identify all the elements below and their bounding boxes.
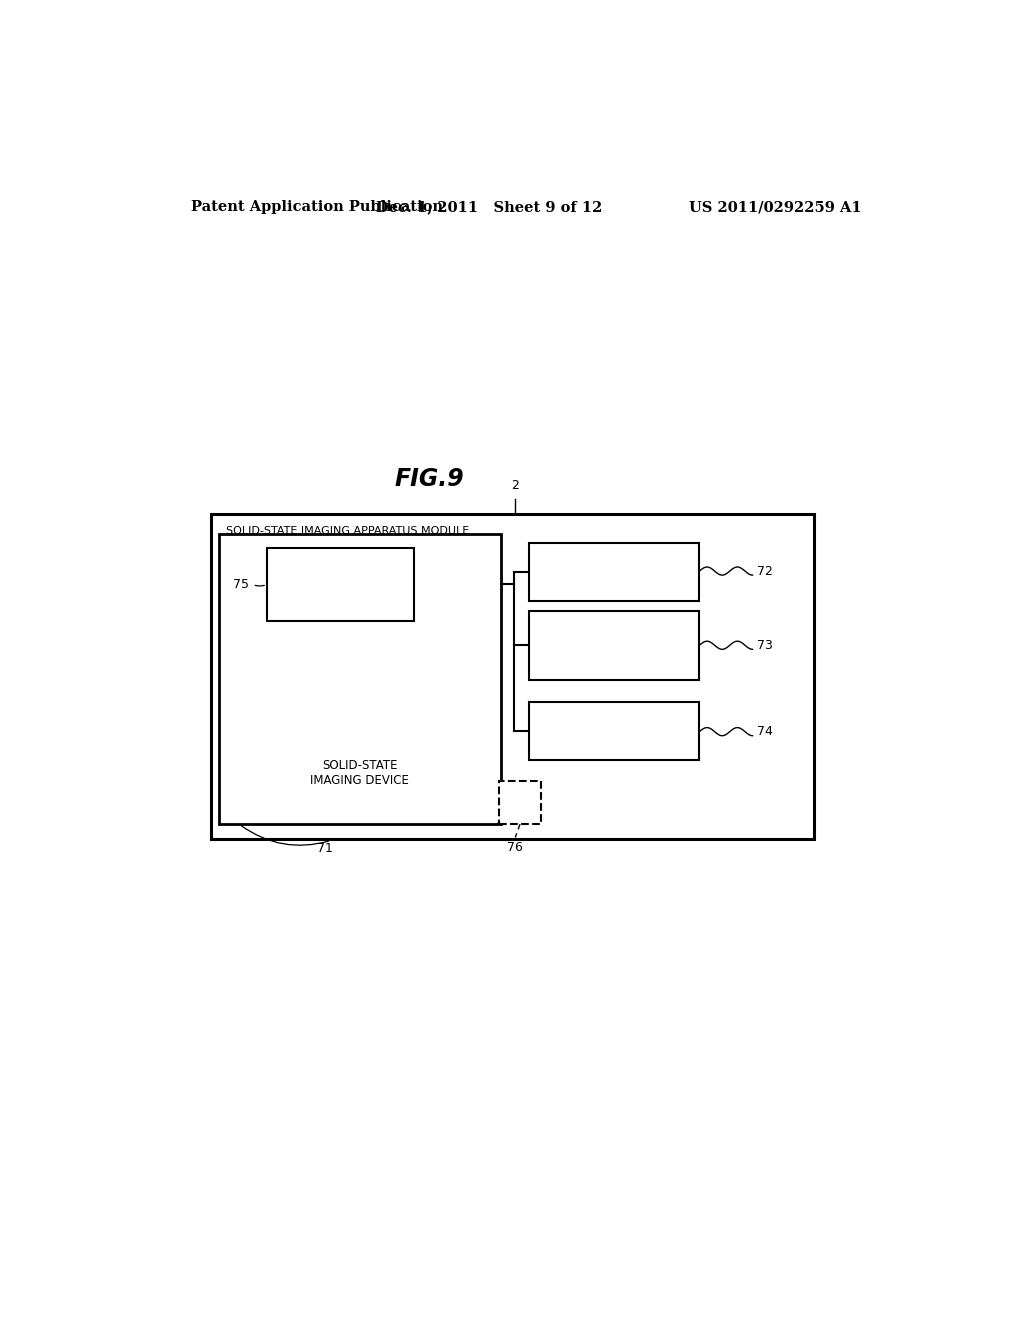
Text: FIG.9: FIG.9 bbox=[394, 466, 465, 491]
FancyBboxPatch shape bbox=[528, 543, 699, 601]
FancyBboxPatch shape bbox=[267, 548, 414, 620]
Text: VOLTAGE
CONVERTING
INDUCTOR: VOLTAGE CONVERTING INDUCTOR bbox=[575, 624, 652, 667]
Text: SOLID-STATE
IMAGING DEVICE: SOLID-STATE IMAGING DEVICE bbox=[310, 759, 410, 787]
Text: US 2011/0292259 A1: US 2011/0292259 A1 bbox=[689, 201, 862, 214]
Text: 75: 75 bbox=[232, 578, 249, 591]
Text: DIODE: DIODE bbox=[595, 725, 633, 738]
Text: 71: 71 bbox=[316, 842, 333, 855]
Text: 2: 2 bbox=[511, 479, 519, 492]
FancyBboxPatch shape bbox=[500, 781, 541, 824]
FancyBboxPatch shape bbox=[528, 611, 699, 680]
Text: Dec. 1, 2011   Sheet 9 of 12: Dec. 1, 2011 Sheet 9 of 12 bbox=[376, 201, 602, 214]
FancyBboxPatch shape bbox=[211, 515, 814, 840]
Text: 76: 76 bbox=[507, 841, 523, 854]
Text: SOLID-STATE IMAGING APPARATUS MODULE: SOLID-STATE IMAGING APPARATUS MODULE bbox=[225, 527, 469, 536]
Text: Patent Application Publication: Patent Application Publication bbox=[191, 201, 443, 214]
Text: 72: 72 bbox=[758, 565, 773, 578]
Text: 74: 74 bbox=[758, 725, 773, 738]
Text: 73: 73 bbox=[758, 639, 773, 652]
FancyBboxPatch shape bbox=[528, 702, 699, 760]
FancyBboxPatch shape bbox=[219, 535, 501, 824]
Text: SWITCHING DEVICE: SWITCHING DEVICE bbox=[557, 565, 672, 578]
Text: PARTIAL POWER
SUPPLY CIRCUIT: PARTIAL POWER SUPPLY CIRCUIT bbox=[294, 570, 387, 598]
